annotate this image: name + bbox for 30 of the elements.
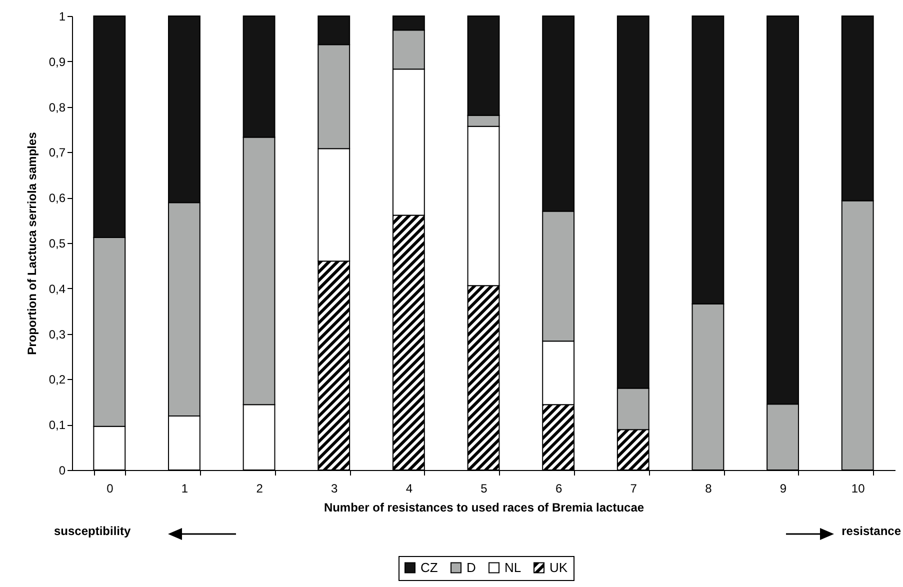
x-tick-label: 6: [555, 482, 562, 496]
x-tick-label: 9: [780, 482, 787, 496]
y-tick-label: 0,1: [48, 418, 66, 432]
legend-label: NL: [504, 560, 522, 575]
text: susceptibility: [54, 524, 131, 538]
x-tick-label: 8: [705, 482, 712, 496]
text: resistance: [842, 524, 901, 538]
y-tick-label: 0,9: [48, 54, 66, 69]
x-tick-label: 7: [630, 482, 638, 496]
x-axis-title: Number of resistances to used races of Bremia lactucae: [324, 500, 644, 514]
y-tick-label: 0,2: [48, 372, 66, 387]
x-tick-label: 3: [331, 482, 338, 496]
legend-label: CZ: [420, 560, 438, 575]
y-tick-label: 0,7: [48, 146, 66, 160]
y-tick-label: 0: [58, 464, 66, 478]
legend-label: D: [466, 560, 476, 575]
x-tick-label: 4: [406, 482, 413, 496]
x-tick-label: 5: [480, 482, 488, 496]
y-tick-label: 0,3: [48, 327, 66, 342]
y-tick-label: 1: [58, 10, 66, 24]
y-axis-title: Proportion of Lactuca serriola samples: [24, 132, 39, 355]
legend-label: UK: [550, 560, 568, 575]
x-tick-label: 0: [106, 482, 114, 496]
y-tick-label: 0,8: [48, 100, 66, 114]
y-tick-label: 0,4: [48, 282, 66, 296]
y-tick-label: 0,6: [48, 191, 66, 206]
x-tick-label: 1: [181, 482, 188, 496]
x-tick-label: 10: [851, 482, 866, 496]
y-tick-label: 0,5: [48, 236, 66, 250]
x-tick-label: 2: [256, 482, 264, 496]
